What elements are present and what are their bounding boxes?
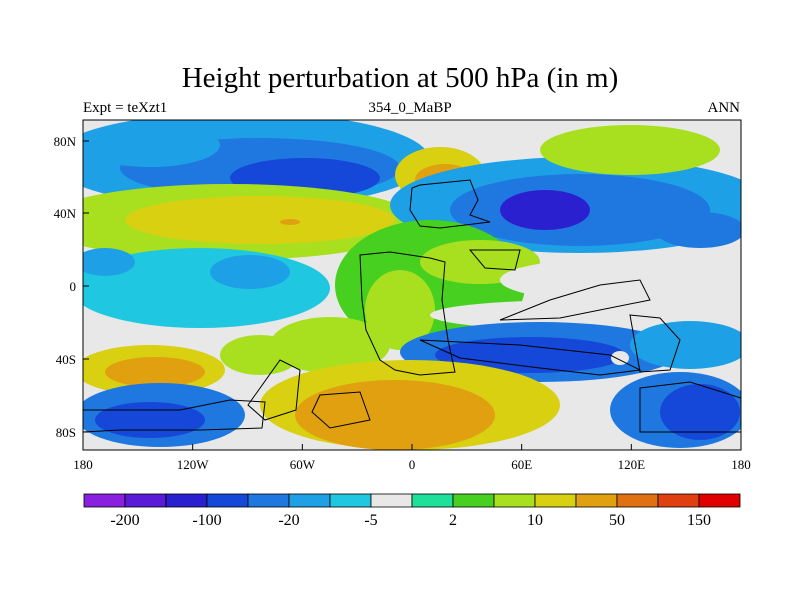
colorbar-swatch [657, 493, 700, 508]
colorbar-swatch [411, 493, 454, 508]
season-label: ANN [707, 100, 741, 116]
colorbar-label: -5 [364, 512, 377, 529]
colorbar: -200 -100 -20 -5 2 10 50 150 [83, 493, 741, 529]
x-tick-label: 60W [290, 457, 316, 472]
africa-outline [359, 251, 456, 376]
colorbar-swatch [329, 493, 372, 508]
arctic-low [83, 123, 220, 167]
colorbar-swatch [370, 493, 413, 508]
coastlines [82, 179, 742, 433]
north-atlantic-high-peak [280, 219, 300, 225]
australia-low [630, 321, 741, 369]
colorbar-swatch [575, 493, 618, 508]
indian-ocean-band [430, 300, 730, 330]
south-america-outline [247, 359, 301, 421]
height-field [83, 120, 741, 450]
y-tick-label: 80N [54, 134, 77, 149]
x-tick-label: 120E [618, 457, 646, 472]
antarctic-high-core [295, 380, 495, 450]
colorbar-swatch [493, 493, 536, 508]
x-tick-label: 0 [409, 457, 416, 472]
south-atlantic-block [311, 391, 371, 429]
x-tick-label: 180 [731, 457, 751, 472]
map-title: Height perturbation at 500 hPa (in m) [181, 62, 619, 94]
y-tick-label: 40N [54, 206, 77, 221]
colorbar-label: -20 [278, 512, 299, 529]
colorbar-label: 2 [449, 512, 457, 529]
north-atlantic-high-core [125, 196, 395, 244]
arabia-outline [468, 249, 521, 271]
colorbar-swatch [247, 493, 290, 508]
x-tick-label: 60E [511, 457, 532, 472]
asia-low-center [500, 190, 590, 230]
x-tick-label: 180 [73, 457, 93, 472]
europe-outline [409, 179, 491, 229]
southern-indian-low-core [435, 337, 625, 373]
australia-outline [629, 314, 681, 373]
y-tick-label: 40S [56, 352, 76, 367]
colorbar-label: 50 [609, 512, 625, 529]
colorbar-swatch [288, 493, 331, 508]
south-asia-outline [499, 279, 651, 321]
gray-hole [611, 351, 629, 365]
north-asia-high [540, 125, 720, 175]
colorbar-swatch [616, 493, 659, 508]
east-antarctic-low-core [660, 384, 740, 440]
south-america-high [270, 317, 390, 373]
south-pacific-high-core [105, 357, 205, 387]
colorbar-swatch [83, 493, 126, 508]
colorbar-label: 10 [527, 512, 543, 529]
east-asia-low [655, 212, 741, 248]
axis-ticks: 180 120W 60W 0 60E 120E 180 80N 40N 0 40S 80S [54, 134, 751, 472]
south-atlantic-high [365, 270, 435, 350]
antarctic-coast-west [82, 399, 266, 433]
indian-ocean-neutral [500, 258, 740, 302]
colorbar-swatch [534, 493, 577, 508]
x-tick-label: 120W [177, 457, 210, 472]
tropical-pacific-low-core [210, 255, 290, 289]
y-tick-label: 80S [56, 425, 76, 440]
ross-sea-low-core [95, 402, 205, 438]
y-tick-label: 0 [70, 279, 77, 294]
colorbar-label: 150 [687, 512, 711, 529]
colorbar-swatch [452, 493, 495, 508]
colorbar-label: -200 [110, 512, 139, 529]
colorbar-swatch [165, 493, 208, 508]
colorbar-swatch [698, 493, 741, 508]
colorbar-swatch [206, 493, 249, 508]
colorbar-label: -100 [192, 512, 221, 529]
colorbar-swatch [124, 493, 167, 508]
experiment-label: Expt = teXzt1 [83, 100, 168, 116]
date-line-low [83, 248, 135, 276]
period-label: 354_0_MaBP [368, 100, 452, 116]
indian-ocean-margin [419, 339, 642, 376]
